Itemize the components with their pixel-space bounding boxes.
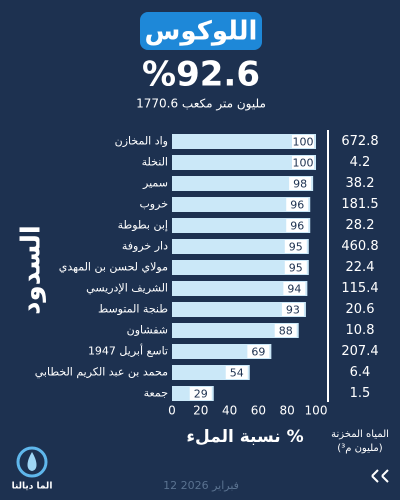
x-tick-label: 40 — [222, 404, 237, 418]
bar — [172, 239, 309, 254]
storage-value: 10.8 — [346, 323, 375, 338]
x-tick-label: 0 — [168, 404, 176, 418]
bar — [172, 197, 311, 212]
value-label: 93 — [286, 304, 300, 317]
value-label-box — [247, 345, 270, 358]
value-label-box — [281, 303, 304, 316]
value-label: 98 — [293, 178, 307, 191]
y-tick-label: واد المخازن — [115, 135, 168, 148]
value-label: 96 — [290, 199, 304, 212]
value-label-box — [286, 198, 309, 211]
y-tick-label: جمعة — [144, 387, 168, 400]
storage-value: 460.8 — [341, 239, 378, 254]
bar — [172, 260, 309, 275]
bar — [172, 302, 306, 317]
y-tick-label: مولاي لحسن بن المهدي — [59, 261, 168, 274]
value-label: 29 — [194, 388, 208, 401]
storage-value: 672.8 — [341, 134, 378, 149]
storage-value: 28.2 — [346, 218, 375, 233]
value-label-box — [225, 366, 248, 379]
y-tick-label: تاسع أبريل 1947 — [88, 344, 168, 358]
y-tick-label: إبن بطوطة — [118, 219, 168, 232]
bar — [172, 344, 272, 359]
storage-value: 6.4 — [350, 365, 371, 380]
bar — [172, 323, 299, 338]
bar — [172, 218, 311, 233]
y-tick-label: محمد بن عبد الكريم الخطابي — [35, 366, 168, 379]
y-tick-label: سمير — [142, 177, 168, 190]
value-label-box — [286, 219, 309, 232]
value-label: 94 — [287, 283, 301, 296]
value-label: 100 — [293, 157, 314, 170]
storage-value: 22.4 — [346, 260, 375, 275]
value-label-box — [284, 240, 307, 253]
bar — [172, 155, 316, 170]
storage-value: 207.4 — [341, 344, 378, 359]
value-label-box — [292, 135, 314, 148]
x-axis-label: نسبة الملء % — [186, 427, 303, 447]
storage-value: 38.2 — [346, 176, 375, 191]
arrows-icon — [371, 469, 389, 483]
y-tick-label: الشريف الإدريسي — [86, 282, 168, 295]
date: 12 فبراير 2026 — [163, 479, 239, 492]
headline: %92.6 — [142, 55, 260, 95]
value-label: 95 — [289, 241, 303, 254]
y-tick-label: النخلة — [142, 156, 168, 169]
value-label-box — [189, 387, 212, 400]
x-tick-label: 80 — [280, 404, 295, 418]
logo — [16, 446, 48, 478]
y-tick-label: شفشاون — [127, 324, 168, 337]
title-box — [140, 12, 262, 50]
y-tick-label: طنجة المتوسط — [98, 303, 168, 316]
y-tick-label: دار خروفة — [122, 240, 168, 253]
bar — [172, 281, 308, 296]
value-label: 69 — [251, 346, 265, 359]
storage-value: 20.6 — [346, 302, 375, 317]
storage-value: 4.2 — [350, 155, 371, 170]
storage-value: 1.5 — [350, 386, 371, 401]
x-tick-label: 60 — [251, 404, 266, 418]
logo-drop — [27, 452, 37, 471]
value-label: 95 — [289, 262, 303, 275]
value-label: 96 — [290, 220, 304, 233]
x-tick-label: 100 — [305, 404, 328, 418]
value-label: 100 — [293, 136, 314, 149]
value-label: 88 — [279, 325, 293, 338]
storage-header: المياه المخزنة — [331, 429, 389, 440]
storage-value: 115.4 — [341, 281, 378, 296]
bar — [172, 176, 314, 191]
y-axis-label: السدود — [17, 225, 47, 315]
storage-header: (مليون م³) — [337, 443, 383, 454]
chart-title: اللوكوس — [145, 17, 258, 47]
y-tick-label: خروب — [139, 198, 168, 211]
bar — [172, 134, 316, 149]
subtitle: 1770.6 مليون متر مكعب — [136, 97, 266, 112]
value-label: 54 — [230, 367, 244, 380]
value-label-box — [274, 324, 297, 337]
value-label-box — [284, 261, 307, 274]
brand: الما ديالنا — [12, 482, 53, 492]
value-label-box — [289, 177, 312, 190]
value-label-box — [283, 282, 306, 295]
storage-value: 181.5 — [341, 197, 378, 212]
x-tick-label: 20 — [193, 404, 208, 418]
value-label-box — [292, 156, 314, 169]
